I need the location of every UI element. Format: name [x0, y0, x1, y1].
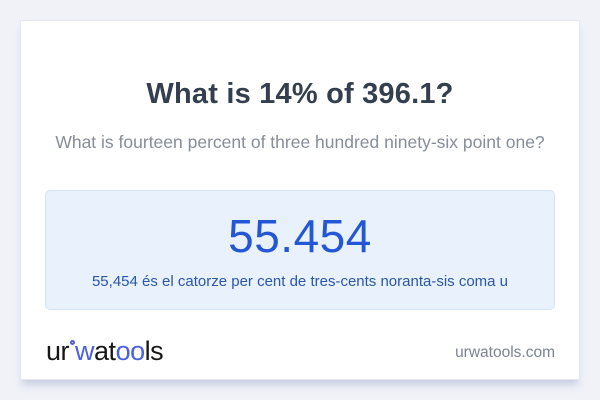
logo-text-dark: t: [108, 336, 117, 366]
degree-circle-icon: [70, 340, 76, 345]
calculator-card: What is 14% of 396.1? What is fourteen p…: [20, 20, 580, 380]
logo-text-blue: w: [75, 336, 95, 366]
question-subtitle: What is fourteen percent of three hundre…: [55, 132, 545, 152]
result-box: 55.454 55,454 és el catorze per cent de …: [45, 190, 555, 310]
site-domain: urwatools.com: [455, 344, 555, 361]
result-value: 55.454: [228, 210, 372, 262]
logo-glasses-oo: oo: [115, 336, 146, 366]
logo-text-dark: a: [94, 336, 109, 366]
card-footer: ur watools urwatools.com: [46, 335, 555, 367]
result-description: 55,454 és el catorze per cent de tres-ce…: [91, 273, 509, 290]
urwatools-logo[interactable]: ur watools: [46, 335, 164, 367]
logo-text-dark: ls: [144, 336, 164, 366]
logo-text-dark: ur: [46, 336, 70, 366]
question-title: What is 14% of 396.1?: [146, 78, 454, 110]
